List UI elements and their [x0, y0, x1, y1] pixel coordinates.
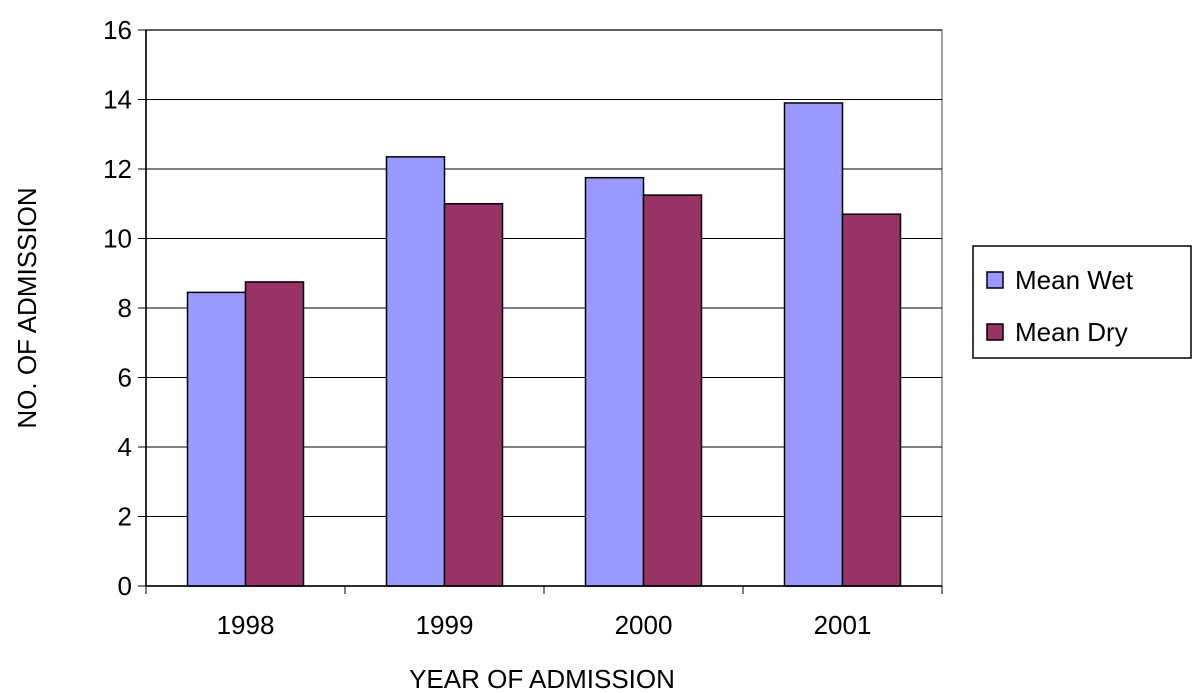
y-tick-label: 6 — [118, 363, 132, 393]
x-tick-label: 2001 — [814, 610, 872, 640]
y-axis-title: NO. OF ADMISSION — [12, 187, 42, 428]
legend-label-1: Mean Dry — [1015, 317, 1128, 347]
bar-mean-dry-2001 — [841, 213, 902, 587]
y-tick-label: 10 — [103, 224, 132, 254]
legend-label-0: Mean Wet — [1015, 265, 1134, 295]
x-axis-title: YEAR OF ADMISSION — [409, 664, 675, 693]
x-tick-label: 1998 — [217, 610, 275, 640]
x-tick-label: 2000 — [615, 610, 673, 640]
bars — [186, 102, 902, 587]
axes: 0 2 4 6 8 10 12 14 16 1998 1999 2000 2001 — [103, 15, 943, 640]
legend-swatch-0 — [986, 271, 1004, 289]
bar-mean-wet-2000 — [584, 176, 645, 587]
y-tick-label: 8 — [118, 293, 132, 323]
bar-mean-wet-1999 — [385, 156, 446, 587]
y-tick-label: 4 — [118, 432, 132, 462]
legend: Mean Wet Mean Dry — [972, 245, 1192, 359]
legend-box — [972, 245, 1192, 359]
bar-mean-dry-2000 — [642, 194, 703, 587]
legend-swatch-1 — [986, 323, 1004, 341]
bar-mean-dry-1998 — [244, 281, 305, 587]
bar-mean-wet-2001 — [783, 102, 844, 587]
y-tick-label: 0 — [118, 571, 132, 601]
bar-mean-wet-1998 — [186, 291, 247, 587]
y-tick-label: 16 — [103, 15, 132, 45]
y-tick-label: 12 — [103, 154, 132, 184]
x-tick-label: 1999 — [416, 610, 474, 640]
y-tick-label: 2 — [118, 502, 132, 532]
y-tick-label: 14 — [103, 85, 132, 115]
bar-mean-dry-1999 — [443, 203, 504, 587]
